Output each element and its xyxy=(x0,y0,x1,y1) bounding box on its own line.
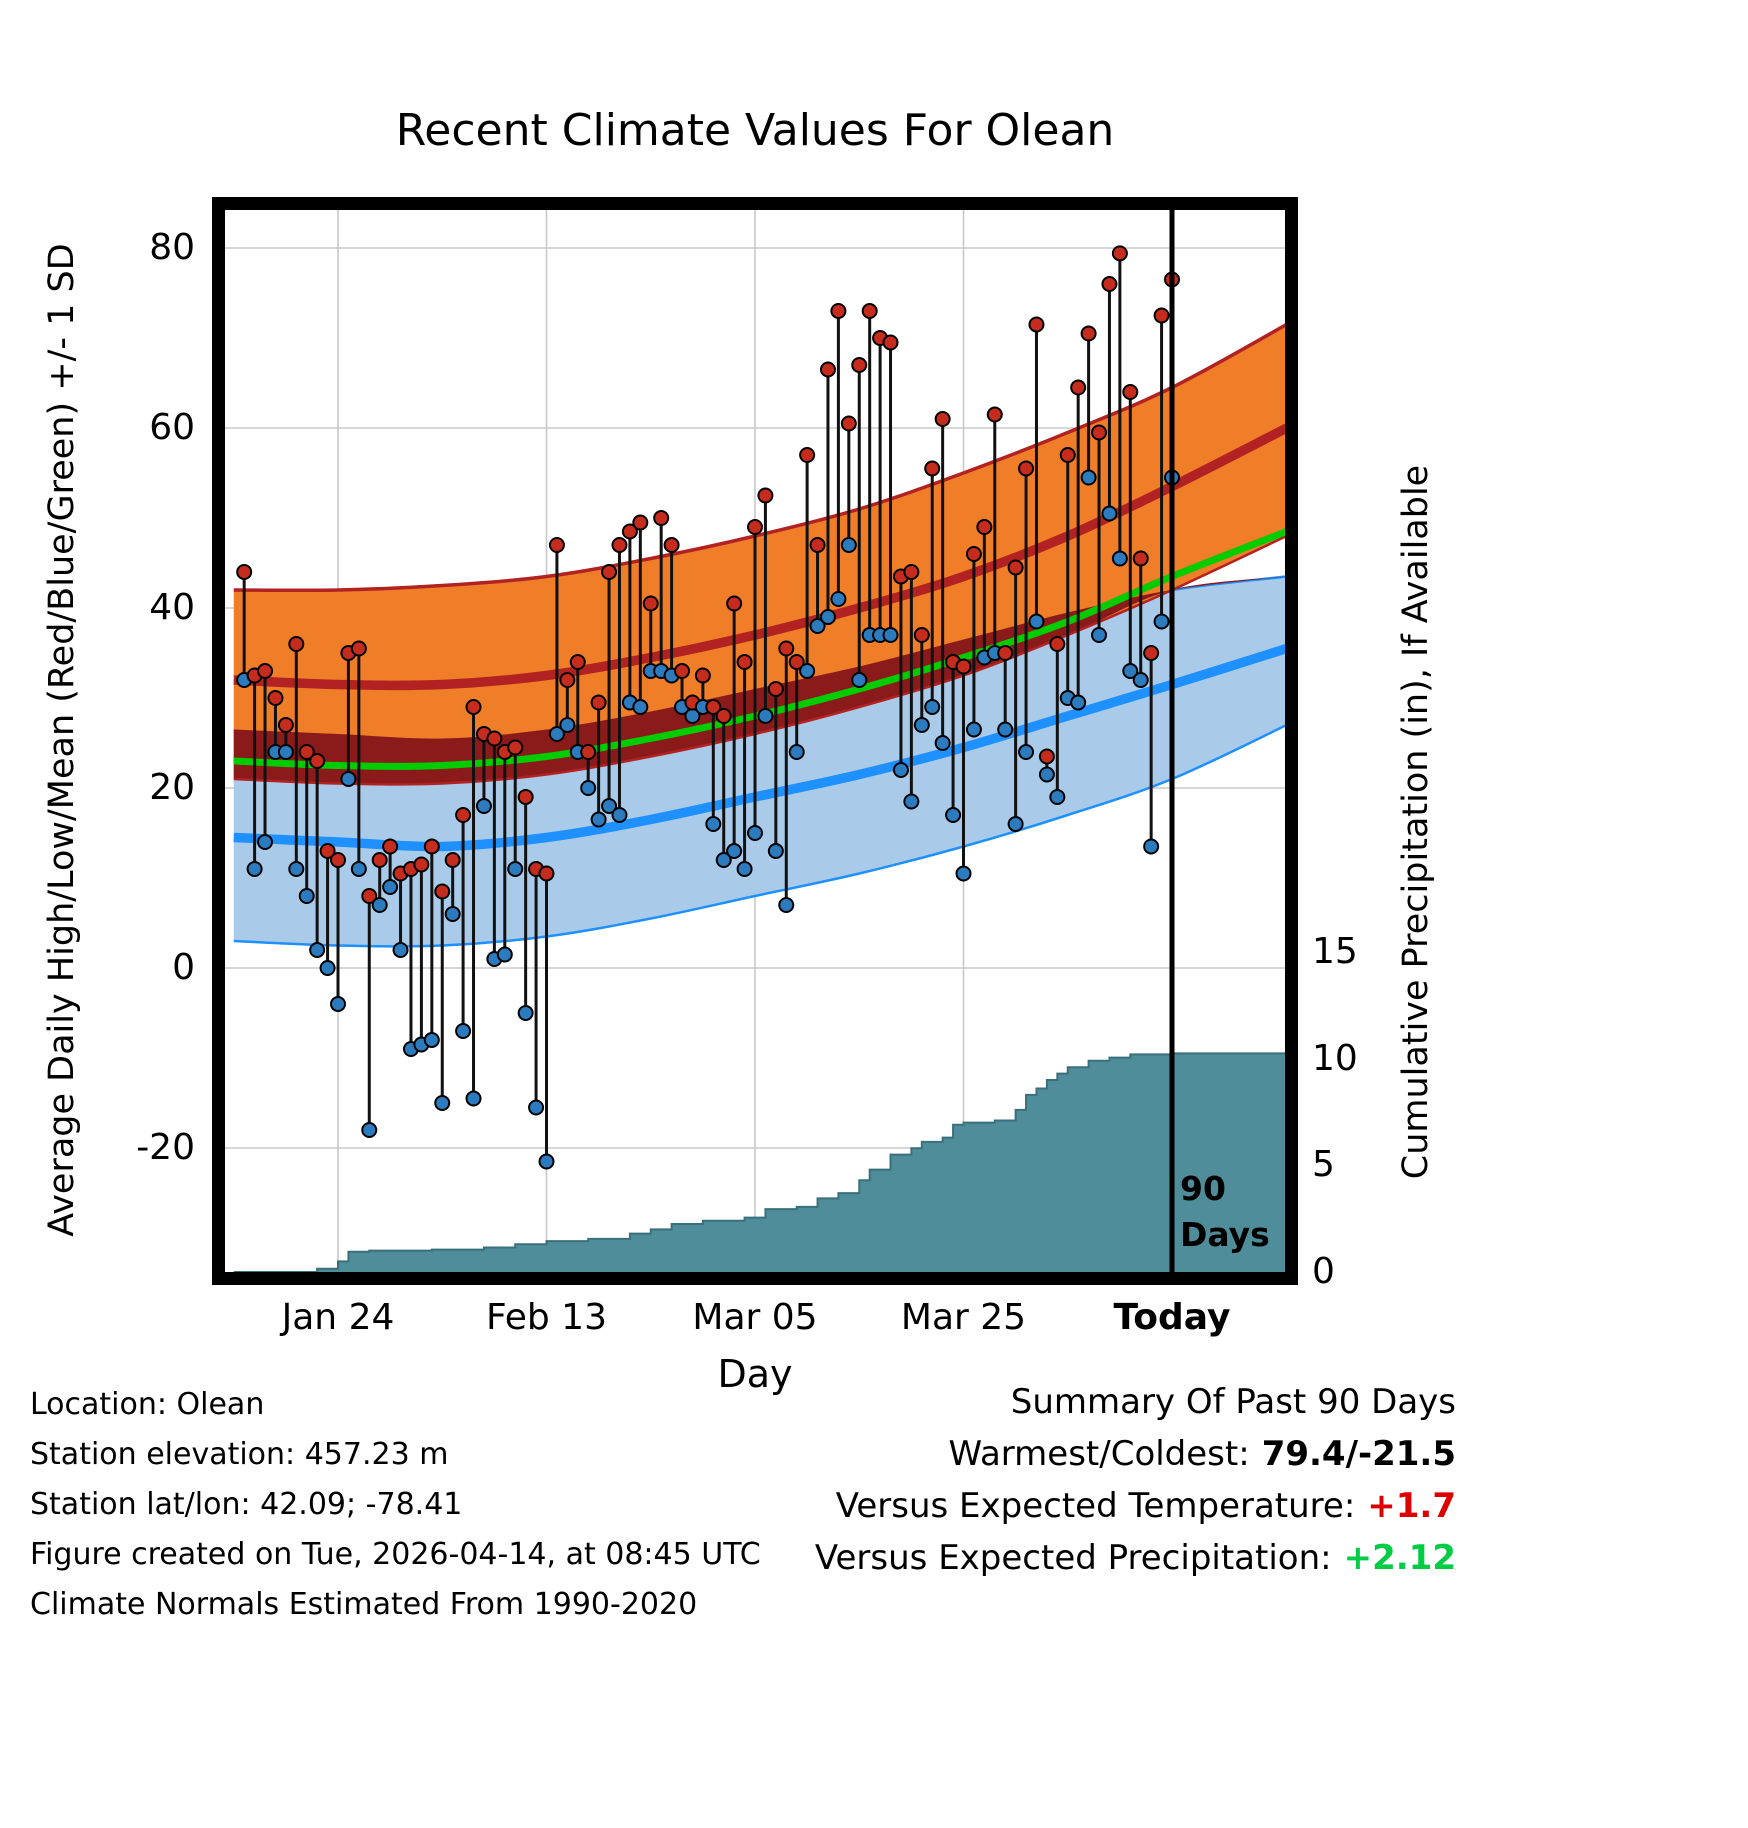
summary-warmest-coldest-label: Warmest/Coldest: xyxy=(948,1434,1250,1474)
y-axis-tick-left: 60 xyxy=(149,407,195,448)
y-axis-tick-left: 80 xyxy=(149,227,195,268)
summary-vs-temp: Versus Expected Temperature: +1.7 xyxy=(815,1480,1456,1532)
ninety-days-line2: Days xyxy=(1180,1215,1270,1254)
summary-title: Summary Of Past 90 Days xyxy=(1010,1382,1456,1422)
y-axis-tick-left: 0 xyxy=(172,947,195,988)
y-axis-tick-right: 10 xyxy=(1312,1037,1358,1079)
y-axis-label-left: Average Daily High/Low/Mean (Red/Blue/Gr… xyxy=(42,243,82,1237)
x-axis-tick: Feb 13 xyxy=(486,1297,607,1338)
y-axis-tick-left: 40 xyxy=(149,587,195,628)
ninety-days-line1: 90 xyxy=(1180,1169,1226,1208)
y-axis-tick-right: 5 xyxy=(1312,1144,1335,1186)
summary-warmest-coldest-value: 79.4/-21.5 xyxy=(1261,1434,1456,1474)
summary-vs-temp-value: +1.7 xyxy=(1367,1486,1456,1526)
summary-vs-precip-label: Versus Expected Precipitation: xyxy=(814,1538,1332,1578)
y-axis-tick-left: 20 xyxy=(149,767,195,808)
x-axis-tick: Mar 25 xyxy=(900,1297,1027,1338)
y-axis-label-right: Cumulative Precipitation (in), If Availa… xyxy=(1396,464,1436,1180)
footer-location: Location: Olean xyxy=(30,1387,265,1422)
ninety-days-annotation: 90 Days xyxy=(1180,1166,1270,1258)
footer-info: Location: Olean Station elevation: 457.2… xyxy=(30,1380,761,1630)
chart-title: Recent Climate Values For Olean xyxy=(395,105,1115,156)
footer-created: Figure created on Tue, 2026-04-14, at 08… xyxy=(30,1537,761,1572)
summary-vs-precip: Versus Expected Precipitation: +2.12 xyxy=(815,1532,1456,1584)
y-axis-tick-right: 15 xyxy=(1312,931,1358,972)
footer-latlon: Station lat/lon: 42.09; -78.41 xyxy=(30,1487,463,1522)
footer-elevation: Station elevation: 457.23 m xyxy=(30,1437,449,1472)
summary-vs-temp-label: Versus Expected Temperature: xyxy=(835,1486,1356,1526)
x-axis-label: Day xyxy=(717,1352,793,1396)
y-axis-tick-left: -20 xyxy=(136,1127,195,1168)
summary-block: Summary Of Past 90 Days Warmest/Coldest:… xyxy=(815,1376,1456,1584)
summary-warmest-coldest: Warmest/Coldest: 79.4/-21.5 xyxy=(815,1428,1457,1480)
x-axis-tick: Jan 24 xyxy=(281,1297,395,1338)
x-axis-tick: Mar 05 xyxy=(692,1297,818,1338)
x-axis-tick: Today xyxy=(1113,1297,1231,1338)
y-axis-tick-right: 0 xyxy=(1312,1251,1335,1292)
footer-normals: Climate Normals Estimated From 1990-2020 xyxy=(30,1587,698,1622)
summary-vs-precip-value: +2.12 xyxy=(1343,1538,1456,1578)
